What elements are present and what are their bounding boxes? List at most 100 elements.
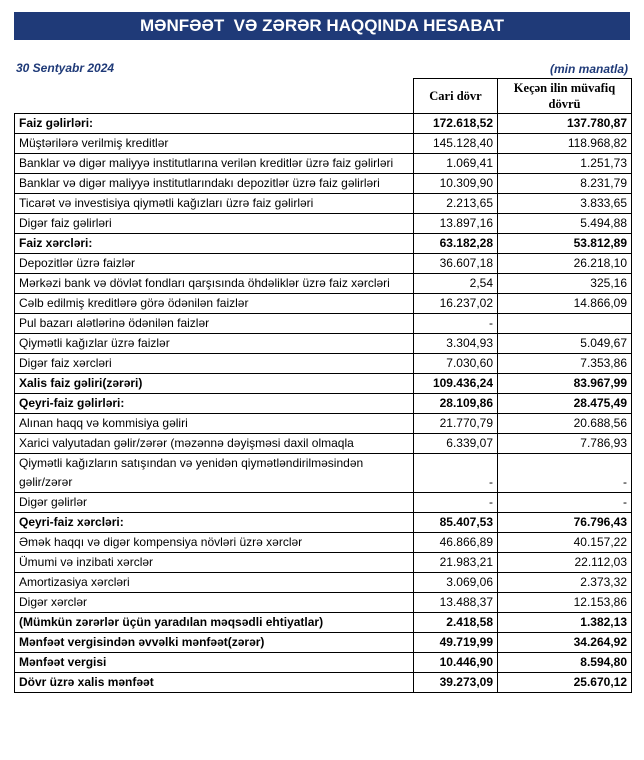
row-label: Depozitlər üzrə faizlər	[14, 253, 414, 274]
row-label: Müştərilərə verilmiş kreditlər	[14, 133, 414, 154]
table-row: Mənfəət vergisi 10.446,90 8.594,80	[14, 652, 632, 673]
previous-value: 5.049,67	[497, 333, 632, 354]
row-label: Banklar və digər maliyyə institutlarında…	[14, 173, 414, 194]
table-row: Digər faiz gəlirləri 13.897,16 5.494,88	[14, 213, 632, 234]
current-value: -	[413, 492, 498, 513]
table-body: Faiz gəlirləri: 172.618,52 137.780,87 Müştə…	[14, 113, 632, 693]
current-value: 2,54	[413, 273, 498, 294]
table-row: Banklar və digər maliyyə institutlarında…	[14, 173, 632, 194]
row-label: Ticarət və investisiya qiymətli kağızlar…	[14, 193, 414, 214]
row-label: Alınan haqq və kommisiya gəliri	[14, 413, 414, 434]
current-value: 109.436,24	[413, 373, 498, 394]
previous-value: 8.231,79	[497, 173, 632, 194]
row-label: Pul bazarı alətlərinə ödənilən faizlər	[14, 313, 414, 334]
table-row: Alınan haqq və kommisiya gəliri 21.770,79…	[14, 413, 632, 434]
current-value: 10.446,90	[413, 652, 498, 673]
previous-value: 1.251,73	[497, 153, 632, 174]
report-title: MƏNFƏƏT VƏ ZƏRƏR HAQQINDA HESABAT	[14, 12, 630, 40]
row-label: (Mümkün zərərlər üçün yaradılan məqsədli…	[14, 612, 414, 633]
previous-value: 137.780,87	[497, 113, 632, 134]
row-label: Cəlb edilmiş kreditlərə görə ödənilən fa…	[14, 293, 414, 314]
previous-value: 14.866,09	[497, 293, 632, 314]
row-label: Qeyri-faiz xərcləri:	[14, 512, 414, 533]
table-row: Mənfəət vergisindən əvvəlki mənfəət(zərə…	[14, 632, 632, 653]
table-row: Faiz xərcləri: 63.182,28 53.812,89	[14, 233, 632, 254]
current-value: 2.213,65	[413, 193, 498, 214]
previous-value: -	[497, 492, 632, 513]
current-value: 172.618,52	[413, 113, 498, 134]
current-value: 3.304,93	[413, 333, 498, 354]
table-row: Əmək haqqı və digər kompensiya növləri ü…	[14, 532, 632, 553]
previous-value: 325,16	[497, 273, 632, 294]
row-label: Digər faiz gəlirləri	[14, 213, 414, 234]
previous-value: 7.786,93	[497, 433, 632, 454]
row-label: Mənfəət vergisi	[14, 652, 414, 673]
current-value: 39.273,09	[413, 672, 498, 693]
current-value: 145.128,40	[413, 133, 498, 154]
row-label: Faiz xərcləri:	[14, 233, 414, 254]
previous-value: 53.812,89	[497, 233, 632, 254]
row-label: Dövr üzrə xalis mənfəət	[14, 672, 414, 693]
previous-value: 20.688,56	[497, 413, 632, 434]
row-label: Mənfəət vergisindən əvvəlki mənfəət(zərə…	[14, 632, 414, 653]
blank-header	[15, 79, 414, 114]
table-row: Ümumi və inzibati xərclər 21.983,21 22.112…	[14, 552, 632, 573]
table-row: Qiymətli kağızların satışından və yenidə…	[14, 453, 632, 493]
report-date: 30 Sentyabr 2024	[16, 61, 115, 75]
table-row: Cəlb edilmiş kreditlərə görə ödənilən fa…	[14, 293, 632, 314]
unit-note: (min manatla)	[549, 62, 628, 76]
current-value: 16.237,02	[413, 293, 498, 314]
row-label: Ümumi və inzibati xərclər	[14, 552, 414, 573]
previous-value: 8.594,80	[497, 652, 632, 673]
previous-value: 26.218,10	[497, 253, 632, 274]
table-row: Digər xərclər 13.488,37 12.153,86	[14, 592, 632, 613]
previous-value: -	[497, 453, 632, 493]
table-row: Digər faiz xərcləri 7.030,60 7.353,86	[14, 353, 632, 374]
row-label: Digər xərclər	[14, 592, 414, 613]
current-value: 1.069,41	[413, 153, 498, 174]
previous-value: 7.353,86	[497, 353, 632, 374]
row-label: Banklar və digər maliyyə institutlarına …	[14, 153, 414, 174]
previous-value: 12.153,86	[497, 592, 632, 613]
current-value: 13.897,16	[413, 213, 498, 234]
table-row: Ticarət və investisiya qiymətli kağızlar…	[14, 193, 632, 214]
previous-value: 83.967,99	[497, 373, 632, 394]
current-value: 10.309,90	[413, 173, 498, 194]
row-label: Əmək haqqı və digər kompensiya növləri ü…	[14, 532, 414, 553]
row-label: Qiymətli kağızların satışından və yenidə…	[14, 453, 414, 493]
table-row: Müştərilərə verilmiş kreditlər 145.128,40…	[14, 133, 632, 154]
table-row: Xarici valyutadan gəlir/zərər (məzənnə d…	[14, 433, 632, 454]
table-row: Xalis faiz gəliri(zərəri) 109.436,24 83.96…	[14, 373, 632, 394]
row-label: Qiymətli kağızlar üzrə faizlər	[14, 333, 414, 354]
current-value: 36.607,18	[413, 253, 498, 274]
current-value: 21.983,21	[413, 552, 498, 573]
previous-value: 22.112,03	[497, 552, 632, 573]
current-value: 85.407,53	[413, 512, 498, 533]
previous-value	[497, 313, 632, 334]
previous-value: 28.475,49	[497, 393, 632, 414]
row-label: Xarici valyutadan gəlir/zərər (məzənnə d…	[14, 433, 414, 454]
table-row: Amortizasiya xərcləri 3.069,06 2.373,32	[14, 572, 632, 593]
row-label: Faiz gəlirləri:	[14, 113, 414, 134]
current-value: 2.418,58	[413, 612, 498, 633]
table-row: (Mümkün zərərlər üçün yaradılan məqsədli…	[14, 612, 632, 633]
row-label: Digər faiz xərcləri	[14, 353, 414, 374]
previous-value: 34.264,92	[497, 632, 632, 653]
row-label: Qeyri-faiz gəlirləri:	[14, 393, 414, 414]
table-row: Qeyri-faiz gəlirləri: 28.109,86 28.475,49	[14, 393, 632, 414]
income-statement-table: Cari dövr Keçən ilin müvafiq dövrü Faiz …	[14, 78, 632, 693]
current-value: 49.719,99	[413, 632, 498, 653]
previous-value: 40.157,22	[497, 532, 632, 553]
current-value: -	[413, 453, 498, 493]
current-value: 6.339,07	[413, 433, 498, 454]
current-value: 13.488,37	[413, 592, 498, 613]
table-row: Digər gəlirlər - -	[14, 492, 632, 513]
previous-value: 25.670,12	[497, 672, 632, 693]
current-value: 63.182,28	[413, 233, 498, 254]
table-row: Faiz gəlirləri: 172.618,52 137.780,87	[14, 113, 632, 134]
column-header: Cari dövr	[413, 78, 498, 114]
current-value: 28.109,86	[413, 393, 498, 414]
previous-value: 3.833,65	[497, 193, 632, 214]
previous-value: 76.796,43	[497, 512, 632, 533]
